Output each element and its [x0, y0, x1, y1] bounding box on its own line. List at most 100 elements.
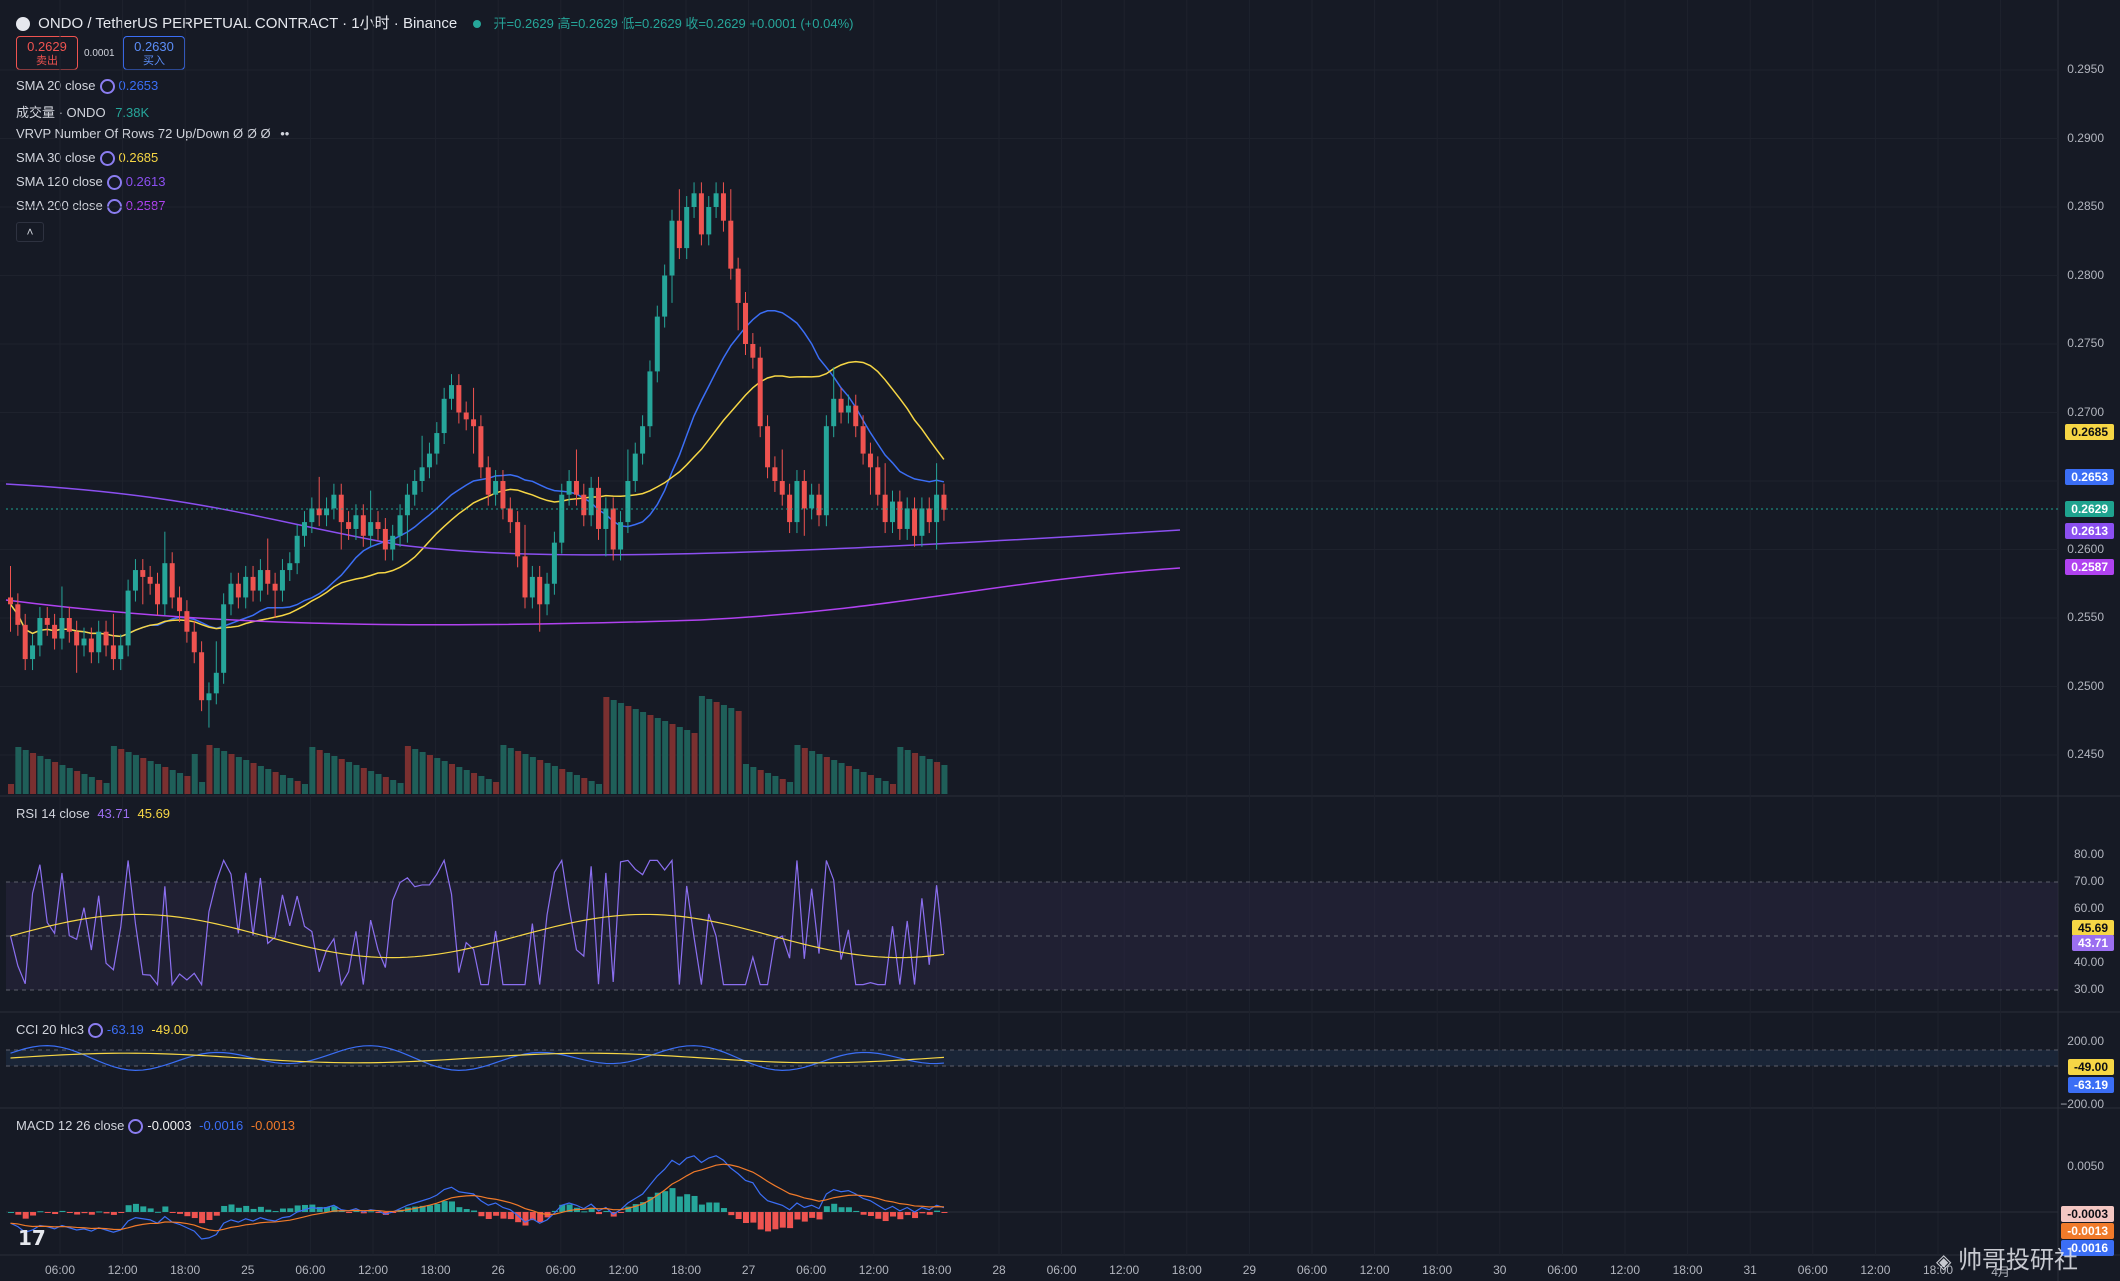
settings-icon[interactable] [87, 1023, 103, 1039]
volume-bar [22, 750, 29, 794]
macd-histogram-bar [662, 1191, 669, 1212]
macd-histogram-bar [838, 1207, 845, 1212]
macd-histogram-bar [44, 1212, 51, 1213]
volume-bar [419, 752, 426, 794]
time-tick-label: 12:00 [1109, 1263, 1140, 1277]
time-tick-label: 06:00 [1797, 1263, 1828, 1277]
cci-legend[interactable]: CCI 20 hlc3 -63.19 -49.00 [16, 1022, 188, 1039]
cci-tick-label: −200.00 [2060, 1097, 2104, 1111]
volume-bar [191, 754, 198, 794]
candle-body [713, 193, 719, 207]
candle-body [537, 576, 543, 605]
volume-bar [30, 753, 37, 794]
candle-body [118, 645, 124, 660]
rsi-tick-label: 80.00 [2073, 847, 2104, 861]
macd-histogram-bar [596, 1212, 602, 1215]
sell-label: 卖出 [36, 55, 58, 67]
buy-price: 0.2630 [134, 39, 174, 54]
candle-body [823, 426, 829, 516]
macd-histogram-bar [904, 1212, 911, 1216]
macd-hist-value: -0.0003 [147, 1118, 192, 1133]
settings-icon[interactable] [128, 1119, 144, 1135]
rsi-tag: 43.71 [2071, 935, 2114, 951]
candle-body [8, 597, 13, 605]
volume-legend[interactable]: 成交量 · ONDO 7.38K [16, 102, 149, 121]
volume-bar [478, 776, 485, 794]
candle-body [228, 583, 234, 605]
sma120-name: SMA 120 close [16, 174, 103, 189]
candle-body [390, 535, 396, 550]
volume-bar [507, 748, 514, 794]
time-tick-label: 12:00 [1359, 1263, 1390, 1277]
macd-histogram-bar [52, 1212, 59, 1215]
volume-bar [816, 754, 823, 794]
settings-icon[interactable] [99, 79, 115, 95]
candle-body [757, 357, 763, 427]
macd-histogram-bar [647, 1196, 654, 1212]
volume-bar [743, 764, 749, 794]
volume-bar [375, 774, 382, 794]
volume-bar [44, 759, 51, 794]
macd-histogram-bar [860, 1212, 867, 1215]
macd-histogram-bar [772, 1212, 779, 1230]
macd-histogram-bar [750, 1212, 757, 1223]
candle-body [934, 494, 940, 523]
more-icon[interactable]: •• [280, 126, 290, 141]
tradingview-logo[interactable]: 17 [18, 1226, 46, 1250]
candle-body [588, 487, 594, 516]
candle-body [669, 220, 675, 276]
macd-histogram-bar [118, 1212, 125, 1213]
candle-body [30, 645, 36, 660]
candle-body [743, 302, 748, 344]
volume-bar [669, 724, 676, 794]
candle-body [529, 576, 535, 598]
volume-bar [243, 760, 250, 794]
sma200-value: 0.2587 [125, 198, 166, 213]
candle-body [316, 508, 322, 516]
sma120-legend[interactable]: SMA 120 close 0.2613 [16, 174, 165, 191]
cci-band [6, 1050, 2058, 1066]
candle-body [919, 508, 925, 536]
sma20-legend[interactable]: SMA 20 close 0.2653 [16, 78, 158, 95]
price-tick-label: 0.2500 [2067, 678, 2104, 693]
macd-histogram-bar [96, 1211, 103, 1213]
macd-legend[interactable]: MACD 12 26 close -0.0003 -0.0016 -0.0013 [16, 1118, 295, 1135]
macd-histogram-bar [463, 1209, 470, 1212]
volume-bar [177, 773, 184, 794]
macd-histogram-bar [360, 1212, 367, 1214]
volume-bar [676, 727, 683, 794]
candle-body [765, 426, 771, 468]
settings-icon[interactable] [99, 151, 115, 167]
candle-body [720, 193, 726, 221]
macd-histogram-bar [831, 1203, 838, 1212]
volume-bar [125, 752, 132, 794]
macd-histogram-bar [8, 1212, 14, 1213]
time-tick-label: 27 [741, 1263, 756, 1277]
macd-histogram-bar [537, 1212, 544, 1223]
sma30-legend[interactable]: SMA 30 close 0.2685 [16, 150, 158, 167]
macd-histogram-bar [625, 1206, 632, 1212]
volume-bar [8, 784, 14, 794]
candle-body [471, 419, 477, 427]
candle-body [647, 371, 653, 427]
time-tick-label: 18:00 [170, 1263, 201, 1277]
settings-icon[interactable] [106, 175, 122, 191]
rsi-legend[interactable]: RSI 14 close 43.71 45.69 [16, 806, 170, 821]
volume-bar [324, 753, 331, 794]
volume-bar [15, 747, 22, 794]
macd-histogram-bar [213, 1212, 220, 1216]
macd-histogram-bar [515, 1212, 522, 1223]
macd-histogram-bar [15, 1212, 22, 1215]
macd-histogram-bar [912, 1212, 919, 1219]
macd-tag: -0.0003 [2061, 1206, 2114, 1222]
candle-body [287, 563, 293, 571]
candle-body [544, 583, 550, 605]
candle-body [515, 522, 521, 557]
macd-histogram-bar [74, 1212, 81, 1215]
price-tag: 0.2685 [2065, 424, 2114, 440]
vrvp-legend[interactable]: VRVP Number Of Rows 72 Up/Down Ø Ø Ø •• [16, 126, 289, 141]
collapse-legend-button[interactable]: ˄ [16, 222, 44, 242]
macd-histogram-bar [706, 1202, 713, 1212]
volume-bar [654, 718, 661, 794]
